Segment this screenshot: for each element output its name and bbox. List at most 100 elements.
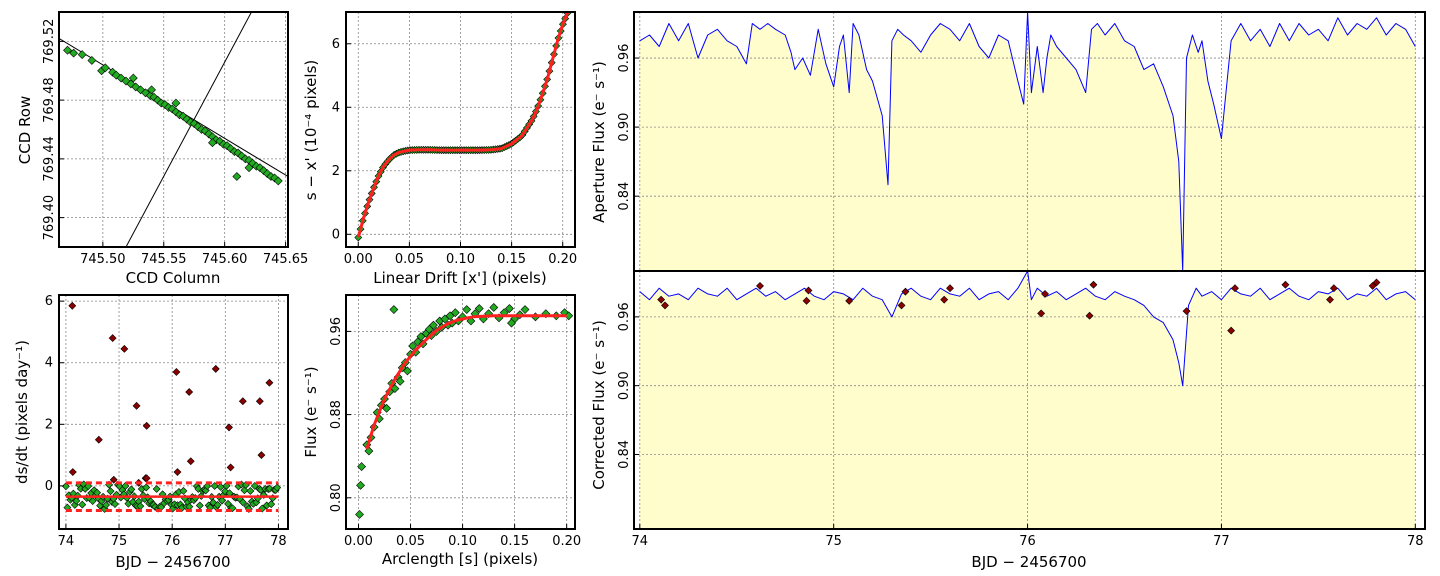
dsdt-outlier <box>94 435 103 444</box>
dsdt-outlier <box>68 301 77 310</box>
ccd-point <box>147 85 156 95</box>
corrected-outlier <box>1041 290 1049 298</box>
panel-aperture-flux: Aperture Flux (e⁻ s⁻¹) 0.84 0.90 0.96 <box>590 11 1426 272</box>
corrected-outlier <box>1085 311 1094 320</box>
dsdt-outlier <box>185 388 194 396</box>
dsdt-point <box>209 498 218 507</box>
plot-frame <box>633 270 1426 530</box>
dsdt-outlier <box>120 344 129 353</box>
dsdt-point <box>218 496 227 505</box>
panel-flux-arclength: Arclength [s] (pixels) Flux (e⁻ s⁻¹) 0.0… <box>302 294 581 568</box>
y-tick-label: 0.84 <box>617 440 632 469</box>
arc-fit-curve <box>365 314 567 450</box>
dsdt-point <box>106 487 115 496</box>
arc-point <box>395 376 405 386</box>
corrected-outlier <box>940 295 949 304</box>
corrected-outlier <box>1089 280 1098 289</box>
x-tick-label: 78 <box>1407 534 1424 549</box>
p-dsdt-plot-area <box>59 295 288 529</box>
dsdt-outlier <box>142 421 151 430</box>
corrected-outlier <box>1037 309 1046 318</box>
dsdt-y-axis-label: ds/dt (pixels day⁻¹) <box>13 340 31 484</box>
y-tick-label: 0.90 <box>617 371 632 400</box>
corrected-outlier <box>845 296 854 305</box>
x-tick-label: 0.00 <box>344 534 373 549</box>
corrected-outlier <box>1182 307 1191 316</box>
y-tick-label: 0.90 <box>617 113 632 142</box>
x-tick-label: 0.20 <box>552 534 581 549</box>
dsdt-point <box>142 483 151 492</box>
p-cor-plot-area <box>634 271 1425 529</box>
y-tick-label: 0 <box>45 479 53 494</box>
dsdt-point <box>240 486 249 495</box>
ccd-point <box>270 173 280 183</box>
ccd-point <box>244 163 254 173</box>
corrected-outlier <box>897 301 906 310</box>
ccd-y-axis-label: CCD Row <box>16 96 34 164</box>
ccd-point <box>237 151 247 161</box>
corrected-outlier <box>657 295 666 304</box>
dsdt-point <box>78 500 87 509</box>
dsdt-outlier <box>68 468 77 476</box>
drift-y-axis-label: s − x' (10⁻⁴ pixels) <box>302 60 320 201</box>
dsdt-outlier <box>265 378 274 387</box>
dsdt-point <box>195 501 204 510</box>
y-tick-label: 2 <box>332 164 340 179</box>
y-tick-label: 0.96 <box>617 302 632 331</box>
arc-point <box>402 366 412 376</box>
corrected-y-axis-label: Corrected Flux (e⁻ s⁻¹) <box>590 320 608 490</box>
arc-point <box>489 303 499 312</box>
plot-frame <box>58 294 289 530</box>
ccd-point <box>182 114 192 124</box>
dsdt-point <box>72 496 81 505</box>
dsdt-outlier <box>108 334 117 343</box>
dsdt-outlier <box>226 463 235 472</box>
dsdt-outlier <box>211 364 220 373</box>
dsdt-point <box>239 498 247 507</box>
arc-point <box>507 318 516 328</box>
aperture-y-axis-label: Aperture Flux (e⁻ s⁻¹) <box>590 61 608 223</box>
corrected-outlier <box>661 301 669 310</box>
ccd-drift-line <box>125 12 252 247</box>
arc-point <box>355 510 364 519</box>
dsdt-outlier <box>173 468 182 476</box>
x-tick-label: 76 <box>1019 534 1036 549</box>
y-tick-label: 769.48 <box>42 77 57 123</box>
x-tick-label: 77 <box>1213 534 1230 549</box>
x-tick-label: 0.10 <box>446 252 475 267</box>
ccd-x-axis-label: CCD Column <box>126 269 221 287</box>
panel-corrected-flux: BJD − 2456700 Corrected Flux (e⁻ s⁻¹) 74… <box>590 270 1426 571</box>
y-tick-label: 769.40 <box>42 195 57 241</box>
aperture-flux-line <box>639 12 1416 271</box>
plot-frame <box>345 294 576 530</box>
ccd-point <box>255 163 265 173</box>
ccd-point <box>77 50 87 60</box>
arc-point <box>389 305 399 314</box>
ccd-point <box>69 48 79 58</box>
dsdt-point <box>267 500 276 509</box>
arc-point <box>462 305 472 314</box>
panel-ccd-position: CCD Column CCD Row 745.50 745.55 745.60 745… <box>16 11 308 287</box>
dsdt-point <box>179 486 188 495</box>
y-tick-label: 0.80 <box>329 483 344 512</box>
arc-point <box>429 320 438 330</box>
corrected-outlier <box>1281 280 1290 289</box>
x-tick-label: 0.05 <box>396 534 425 549</box>
x-tick-label: 76 <box>164 534 181 549</box>
corrected-outlier <box>1231 284 1239 293</box>
ccd-point <box>63 45 72 55</box>
arc-point <box>364 446 374 456</box>
x-tick-label: 0.15 <box>497 252 526 267</box>
dsdt-point <box>121 482 130 490</box>
corrected-outlier <box>946 284 954 293</box>
ccd-point <box>141 88 150 98</box>
x-tick-label: 745.55 <box>141 252 187 267</box>
dsdt-point <box>265 484 274 493</box>
y-tick-label: 769.52 <box>42 19 57 65</box>
dsdt-point <box>203 482 212 491</box>
ccd-point <box>171 98 181 108</box>
ccd-point <box>149 92 159 102</box>
arc-point <box>466 316 476 326</box>
ccd-point <box>208 138 217 148</box>
p-ccd-plot-area <box>59 12 288 247</box>
